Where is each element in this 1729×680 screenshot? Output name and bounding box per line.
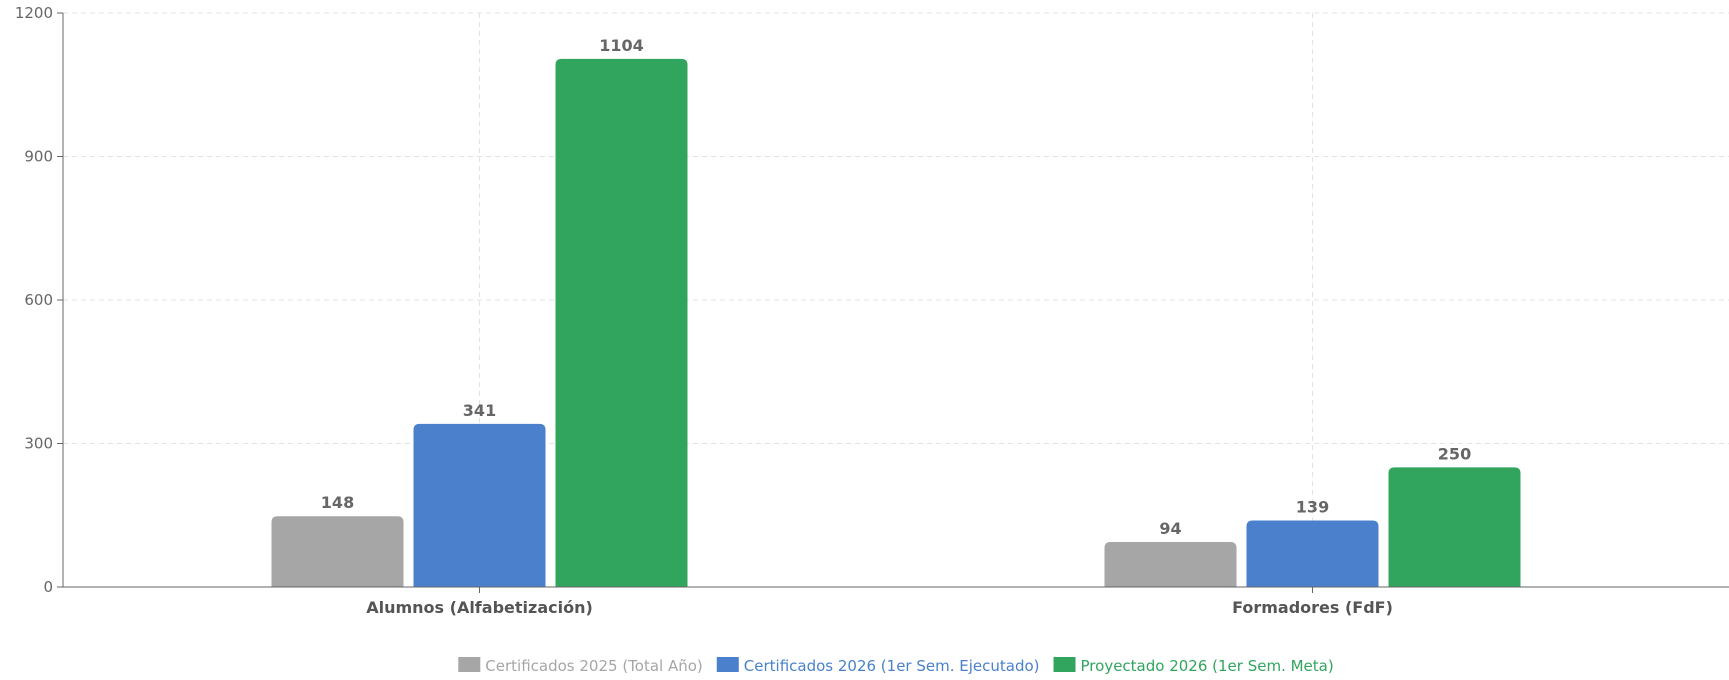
bar[interactable]	[1104, 542, 1237, 587]
x-tick-label: Formadores (FdF)	[1232, 598, 1393, 617]
y-tick-label: 300	[24, 435, 53, 453]
legend-swatch	[1053, 657, 1076, 672]
data-label: 148	[321, 493, 354, 512]
legend[interactable]: Certificados 2025 (Total Año) Certificado…	[458, 657, 1334, 675]
bars	[271, 58, 1521, 588]
data-label: 341	[463, 401, 496, 420]
data-label: 250	[1438, 444, 1471, 463]
bar[interactable]	[555, 58, 688, 588]
y-tick-label: 900	[24, 148, 53, 166]
y-tick-label: 0	[43, 578, 53, 596]
y-tick-label: 1200	[15, 4, 53, 22]
data-label: 139	[1296, 498, 1329, 517]
x-tick-label: Alumnos (Alfabetización)	[366, 598, 593, 617]
data-label: 94	[1159, 519, 1181, 538]
y-tick-label: 600	[24, 291, 53, 309]
legend-item[interactable]: Proyectado 2026 (1er Sem. Meta)	[1053, 657, 1334, 675]
bar[interactable]	[1246, 520, 1379, 587]
legend-item[interactable]: Certificados 2026 (1er Sem. Ejecutado)	[716, 657, 1040, 675]
legend-label: Proyectado 2026 (1er Sem. Meta)	[1081, 657, 1334, 675]
legend-item[interactable]: Certificados 2025 (Total Año)	[458, 657, 703, 675]
legend-swatch	[716, 657, 739, 672]
legend-label: Certificados 2026 (1er Sem. Ejecutado)	[744, 657, 1040, 675]
bar[interactable]	[1388, 467, 1521, 587]
legend-swatch	[458, 657, 481, 672]
bar[interactable]	[271, 516, 404, 587]
legend-label: Certificados 2025 (Total Año)	[485, 657, 702, 675]
x-axis: Alumnos (Alfabetización) Formadores (FdF)	[63, 586, 1729, 617]
data-label: 1104	[599, 36, 644, 55]
data-labels: 148 341 1104 94 139 250	[321, 36, 1471, 538]
y-axis: 0 300 600 900 1200	[15, 4, 64, 596]
bar[interactable]	[413, 423, 546, 587]
